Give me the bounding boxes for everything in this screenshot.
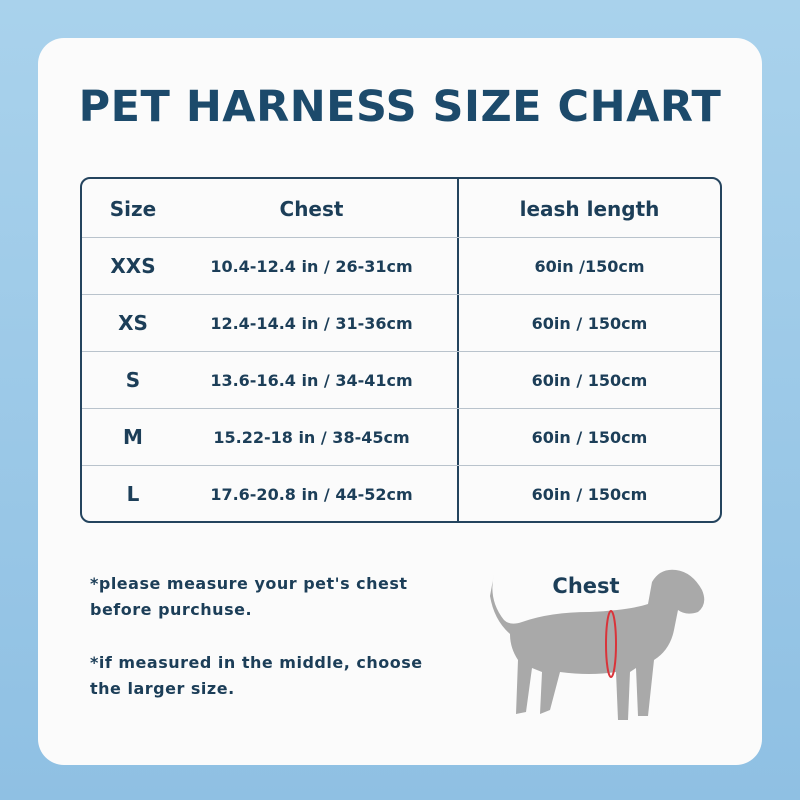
leash-cell: 60in / 150cm: [531, 371, 648, 390]
dog-illustration: [490, 569, 705, 720]
title: PET HARNESS SIZE CHART: [78, 82, 722, 132]
size-cell: M: [123, 425, 143, 449]
header-cell: Size: [109, 197, 157, 221]
leash-cell: 60in / 150cm: [531, 485, 648, 504]
size-cell: XXS: [110, 254, 156, 278]
dog-silhouette: [490, 569, 705, 720]
size-cell: XS: [118, 311, 148, 335]
chest-cell: 13.6-16.4 in / 34-41cm: [210, 371, 413, 390]
header-cell: Chest: [279, 197, 344, 221]
header-cell: leash length: [519, 197, 660, 221]
size-table: Size Chest leash length XXS 10.4-12.4 in …: [80, 177, 722, 523]
chest-cell: 15.22-18 in / 38-45cm: [213, 428, 410, 447]
leash-cell: 60in / 150cm: [531, 314, 648, 333]
note: *if measured in the middle, choose the l…: [90, 653, 423, 698]
chest-marker: [605, 610, 617, 678]
row-divider: [82, 294, 720, 295]
chest-cell: 12.4-14.4 in / 31-36cm: [210, 314, 413, 333]
leash-cell: 60in / 150cm: [531, 428, 648, 447]
row-divider: [82, 351, 720, 352]
column-divider: [457, 179, 459, 521]
chest-cell: 17.6-20.8 in / 44-52cm: [210, 485, 413, 504]
size-cell: S: [125, 368, 141, 392]
chest-cell: 10.4-12.4 in / 26-31cm: [210, 257, 413, 276]
row-divider: [82, 237, 720, 238]
note: *please measure your pet's chest before …: [90, 574, 408, 619]
illustration-label: Chest: [552, 574, 620, 598]
row-divider: [82, 408, 720, 409]
leash-cell: 60in /150cm: [534, 257, 645, 276]
size-cell: L: [126, 482, 140, 506]
row-divider: [82, 465, 720, 466]
